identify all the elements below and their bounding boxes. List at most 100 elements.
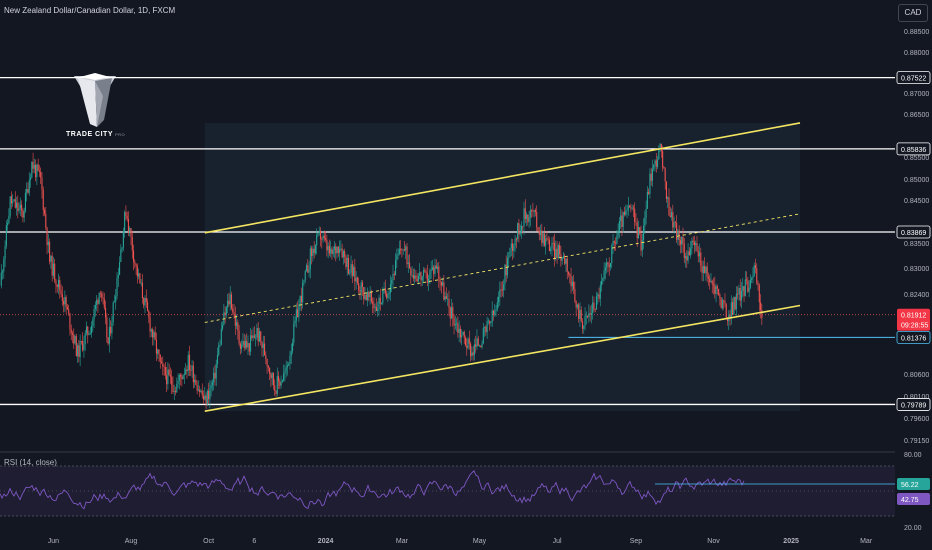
candle-body bbox=[279, 381, 281, 386]
candle-body bbox=[508, 257, 510, 259]
rsi-legend[interactable]: RSI (14, close) bbox=[4, 458, 57, 467]
candle-body bbox=[738, 287, 740, 295]
candle-body bbox=[84, 333, 86, 345]
currency-button[interactable]: CAD bbox=[898, 4, 928, 22]
candle-body bbox=[252, 335, 254, 338]
candle-body bbox=[49, 241, 51, 262]
candle-body bbox=[22, 210, 24, 218]
candle-body bbox=[373, 303, 375, 309]
candle-body bbox=[1, 271, 4, 273]
channel-lower-line[interactable] bbox=[204, 304, 801, 412]
candle-body bbox=[757, 282, 759, 286]
candle-body bbox=[174, 391, 177, 393]
candle-body bbox=[117, 274, 119, 279]
candle-body bbox=[153, 332, 155, 338]
channel-upper-line[interactable] bbox=[204, 122, 801, 234]
candle-body bbox=[297, 309, 299, 318]
candle-body bbox=[365, 294, 367, 301]
candle-body bbox=[485, 326, 487, 333]
candle-body bbox=[659, 143, 661, 149]
candle-body bbox=[356, 277, 358, 284]
candle-body bbox=[672, 212, 674, 228]
candle-body bbox=[302, 282, 304, 303]
candle-body bbox=[592, 302, 594, 314]
candle-body bbox=[294, 320, 296, 324]
candle-body bbox=[407, 262, 409, 265]
candle-body bbox=[267, 365, 269, 368]
price-tick-label: 0.88000 bbox=[904, 50, 929, 57]
candle-body bbox=[132, 250, 135, 262]
candle-body bbox=[606, 262, 608, 268]
candle-body bbox=[444, 296, 446, 300]
candle-body bbox=[480, 345, 482, 348]
candle-body bbox=[224, 312, 226, 315]
candle-body bbox=[299, 296, 301, 305]
candle-body bbox=[740, 290, 743, 301]
channel-middle-line[interactable] bbox=[204, 213, 801, 323]
candle-body bbox=[464, 337, 467, 346]
price-axis[interactable]: 0.88500 0.88000 0.87000 0.86500 0.85500 0.850… bbox=[895, 0, 932, 550]
candle-body bbox=[481, 343, 483, 348]
candle-body bbox=[688, 251, 690, 256]
channel-fill bbox=[204, 122, 800, 412]
candle-body bbox=[626, 210, 628, 211]
candle-body bbox=[611, 245, 613, 264]
candle-body bbox=[421, 276, 423, 281]
candle-body bbox=[567, 271, 570, 275]
candle-body bbox=[484, 326, 486, 328]
candle-body bbox=[327, 246, 329, 251]
rsi-line bbox=[0, 470, 745, 510]
candle-body bbox=[326, 239, 328, 251]
candle-body bbox=[546, 238, 548, 240]
price-tick-label: 0.83500 bbox=[904, 241, 929, 248]
candle-body bbox=[364, 294, 366, 300]
candle-body bbox=[673, 222, 675, 228]
candle-body bbox=[561, 258, 563, 261]
candle-body bbox=[286, 365, 288, 368]
candle-body bbox=[637, 227, 640, 239]
candle-body bbox=[238, 330, 240, 344]
candle-body bbox=[149, 317, 151, 332]
candle-body bbox=[340, 248, 342, 250]
candle-body bbox=[190, 370, 192, 371]
symbol-title[interactable]: New Zealand Dollar/Canadian Dollar, 1D, … bbox=[4, 6, 176, 15]
candle-body bbox=[687, 251, 689, 261]
candle-body bbox=[443, 282, 445, 300]
candle-body bbox=[347, 258, 350, 274]
candle-body bbox=[152, 329, 154, 338]
candle-body bbox=[419, 272, 421, 276]
candle-body bbox=[491, 310, 493, 323]
candle-body bbox=[345, 256, 347, 267]
candle-body bbox=[277, 376, 280, 382]
candle-body bbox=[97, 299, 99, 304]
candle-body bbox=[129, 228, 131, 231]
candle-body bbox=[41, 177, 43, 190]
candle-body bbox=[378, 297, 380, 309]
candle-body bbox=[220, 328, 222, 345]
candle-body bbox=[5, 225, 7, 247]
candle-body bbox=[566, 258, 568, 272]
time-axis[interactable]: Jun Aug Oct 6 2024 Mar May Jul Sep Nov 2025 Mar bbox=[48, 538, 873, 545]
candle-body bbox=[458, 328, 460, 333]
price-channel[interactable] bbox=[204, 122, 801, 412]
candle-body bbox=[471, 352, 473, 357]
candle-body bbox=[247, 343, 249, 348]
candle-body bbox=[308, 269, 310, 273]
candle-body bbox=[658, 148, 660, 160]
candle-body bbox=[313, 248, 315, 254]
candle-body bbox=[720, 298, 722, 309]
candle-body bbox=[498, 297, 500, 303]
candle-body bbox=[392, 273, 394, 281]
candle-body bbox=[31, 161, 33, 178]
current-price-tag-text: 0.81912 bbox=[901, 313, 926, 320]
candle-body bbox=[744, 279, 746, 296]
candle-body bbox=[185, 369, 187, 375]
candle-body bbox=[422, 270, 425, 277]
candle-body bbox=[263, 343, 266, 356]
candle-body bbox=[280, 382, 282, 386]
candle-body bbox=[415, 275, 417, 279]
price-axis-bg bbox=[895, 0, 932, 550]
candle-body bbox=[398, 248, 400, 254]
candle-body bbox=[77, 345, 79, 356]
